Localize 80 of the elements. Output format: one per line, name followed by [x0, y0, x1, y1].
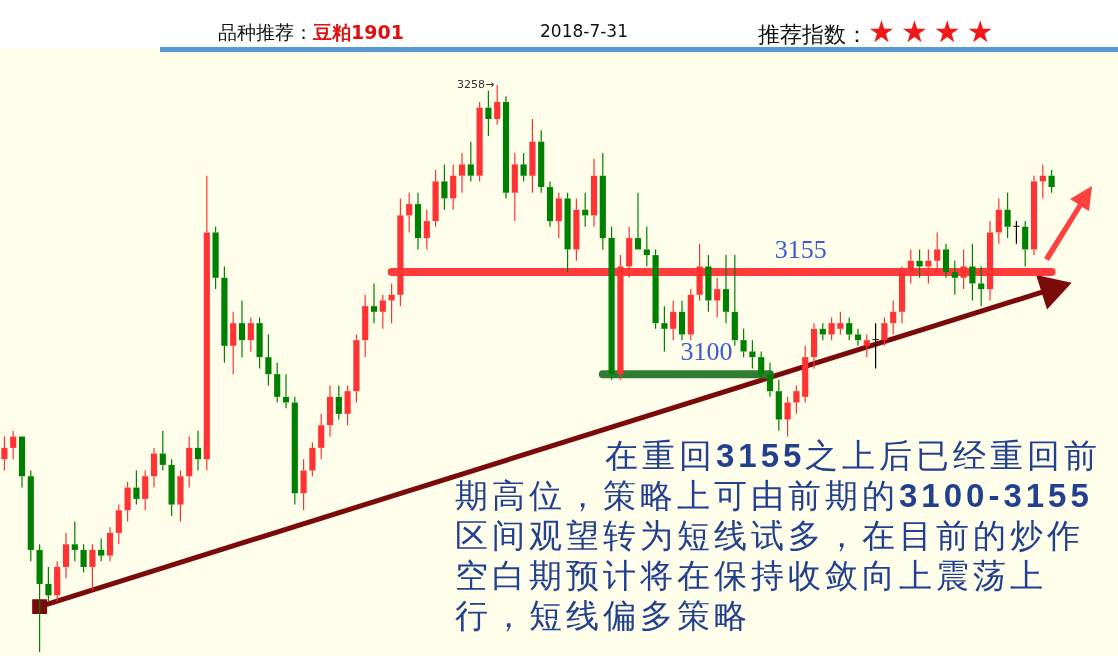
candlestick [942, 243, 950, 279]
candlestick [1, 435, 8, 472]
candlestick [661, 305, 668, 353]
candlestick [159, 430, 166, 472]
candlestick [529, 118, 536, 194]
candlestick [36, 543, 43, 653]
candlestick [670, 299, 677, 341]
candlestick [590, 158, 598, 228]
candlestick [458, 152, 466, 194]
candlestick [978, 265, 985, 307]
chart-subtitle: 2018-7-31 [540, 21, 628, 41]
candlestick [810, 322, 818, 370]
candlestick [749, 339, 756, 370]
candlestick [300, 458, 307, 511]
candlestick [678, 299, 686, 341]
candlestick [599, 152, 606, 251]
candlestick [494, 84, 501, 126]
candlestick [124, 481, 131, 523]
candlestick [379, 294, 386, 330]
candlestick [467, 141, 474, 182]
candlestick [784, 396, 791, 438]
candlestick [634, 192, 642, 250]
annotation: 在重回3155之上后已经重回前期高位，策略上可由前期的3100-3155区间观望转为短线试多，在目前的炒作空白期预计将在保持收敛向上震荡上行，短线偏多策略 [455, 436, 1103, 636]
chart-title: 品种推荐：豆粕1901 [218, 20, 404, 45]
candlestick [414, 192, 422, 251]
candlestick [1004, 192, 1011, 239]
candlestick [705, 254, 712, 313]
candlestick [714, 277, 721, 319]
candlestick [766, 362, 774, 398]
candlestick [238, 299, 246, 358]
candlestick [177, 469, 184, 523]
candlestick [133, 469, 140, 506]
candlestick [265, 333, 272, 387]
candlestick [256, 316, 263, 370]
candlestick [969, 243, 976, 302]
candlestick [150, 447, 158, 489]
candlestick [318, 413, 325, 460]
candlestick [450, 163, 457, 211]
candlestick [406, 192, 413, 234]
candlestick [106, 526, 114, 562]
candlestick [186, 435, 193, 489]
candlestick [62, 532, 70, 579]
candlestick [995, 197, 1002, 245]
candlestick [362, 294, 369, 358]
series-label: 3100 [680, 337, 733, 366]
candlestick [775, 379, 782, 432]
candlestick [538, 129, 545, 194]
candlestick [45, 566, 52, 602]
series-label: 3155 [774, 234, 827, 264]
candlestick [643, 226, 650, 268]
candlestick [731, 254, 738, 347]
candlestick [1030, 175, 1038, 256]
text: 推荐指数：★★★★ [758, 14, 1000, 50]
candlestick [502, 95, 510, 199]
candlestick [890, 299, 897, 336]
candlestick [370, 282, 378, 324]
candlestick [951, 260, 958, 296]
candlestick [854, 328, 862, 347]
candlestick [511, 152, 518, 222]
candlestick [71, 520, 78, 562]
candlestick [194, 430, 202, 472]
candlestick [441, 163, 448, 211]
candlestick [485, 90, 492, 137]
candlestick [89, 543, 96, 591]
candlestick [221, 265, 228, 364]
candlestick [282, 373, 290, 409]
candlestick [326, 384, 334, 438]
candlestick [564, 192, 571, 273]
candlestick [546, 180, 554, 228]
candlestick [18, 436, 26, 489]
candlestick [722, 254, 730, 324]
candlestick [573, 197, 580, 262]
candlestick [353, 333, 360, 404]
candlestick [555, 192, 562, 239]
candlestick [423, 209, 430, 251]
candlestick [291, 396, 298, 506]
candlestick [230, 311, 237, 375]
candlestick [1022, 220, 1029, 268]
annotation: 3258→ [456, 77, 495, 91]
candlestick [203, 175, 210, 472]
